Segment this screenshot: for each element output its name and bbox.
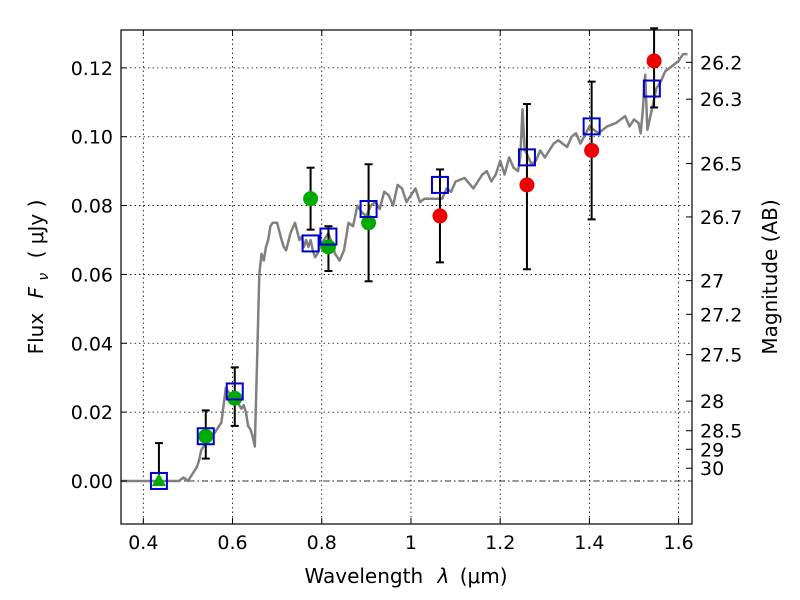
x-axis-label: Wavelength λ (μm): [304, 564, 507, 588]
data-point: [361, 215, 377, 231]
magnitude-tick-label: 27.5: [700, 345, 742, 367]
magnitude-tick-label: 26.2: [700, 52, 742, 74]
model-photometry-square: [319, 227, 338, 246]
magnitude-tick-label: 27.2: [700, 304, 742, 326]
plot-frame: [120, 29, 693, 525]
data-point: [320, 239, 336, 255]
y-axis-label-unit: ( μJy ): [24, 200, 48, 259]
model-photometry-square: [301, 234, 320, 253]
x-axis-label-prefix: Wavelength: [304, 564, 423, 588]
data-point: [227, 390, 243, 406]
data-point: [646, 53, 662, 69]
y-tick-label: 0.00: [71, 471, 113, 493]
y-tick-label: 0.08: [71, 196, 113, 218]
model-photometry-square: [196, 427, 215, 446]
x-tick-label: 0.6: [217, 532, 247, 554]
x-axis-label-symbol: λ: [437, 564, 450, 588]
model-photometry-square: [642, 79, 661, 98]
x-tick-label: 0.4: [128, 532, 158, 554]
y-axis-label: Flux F ν ( μJy ): [24, 200, 53, 355]
x-axis-label-unit: (μm): [460, 564, 508, 588]
y-tick-label: 0.12: [71, 58, 113, 80]
y-tick-label: 0.02: [71, 402, 113, 424]
x-tick-label: 1: [405, 532, 417, 554]
magnitude-tick-label: 28: [700, 391, 724, 413]
magnitude-tick-label: 29: [700, 439, 724, 461]
magnitude-tick-label: 27: [700, 271, 724, 293]
data-point: [432, 208, 448, 224]
y-axis-label-prefix: Flux: [24, 313, 48, 355]
x-tick-label: 1.4: [574, 532, 604, 554]
y-tick-label: 0.04: [71, 333, 113, 355]
magnitude-tick-label: 30: [700, 458, 724, 480]
model-photometry-square: [582, 117, 601, 136]
model-photometry-square: [359, 200, 378, 219]
y-axis-label-subscript: ν: [36, 273, 52, 281]
data-point: [198, 428, 214, 444]
y-axis-label-symbol: F: [24, 286, 48, 298]
model-photometry-square: [149, 471, 168, 490]
upper-limit-marker: [151, 472, 166, 486]
model-photometry-square: [225, 382, 244, 401]
model-photometry-square: [430, 175, 449, 194]
magnitude-tick-label: 26.5: [700, 154, 742, 176]
magnitude-tick-label: 26.7: [700, 207, 742, 229]
data-point: [303, 191, 319, 207]
model-template-line: [121, 52, 688, 483]
model-photometry-squares: [149, 79, 661, 490]
model-photometry-square: [517, 148, 536, 167]
x-tick-label: 1.6: [664, 532, 694, 554]
y-tick-label: 0.06: [71, 264, 113, 286]
x-tick-label: 1.2: [485, 532, 515, 554]
y-tick-label: 0.10: [71, 127, 113, 149]
data-markers: [151, 53, 662, 486]
data-point: [584, 142, 600, 158]
data-point: [519, 177, 535, 193]
magnitude-axis-label: Magnitude (AB): [758, 199, 782, 354]
magnitude-tick-label: 26.3: [700, 89, 742, 111]
axis-ticks: 0.4 0.6 0.8 1 1.2 1.4 1.6 0.00 0.02 0.04 0.06 0.08 0…: [71, 30, 742, 554]
x-tick-label: 0.8: [307, 532, 337, 554]
magnitude-tick-label: 28.5: [700, 421, 742, 443]
